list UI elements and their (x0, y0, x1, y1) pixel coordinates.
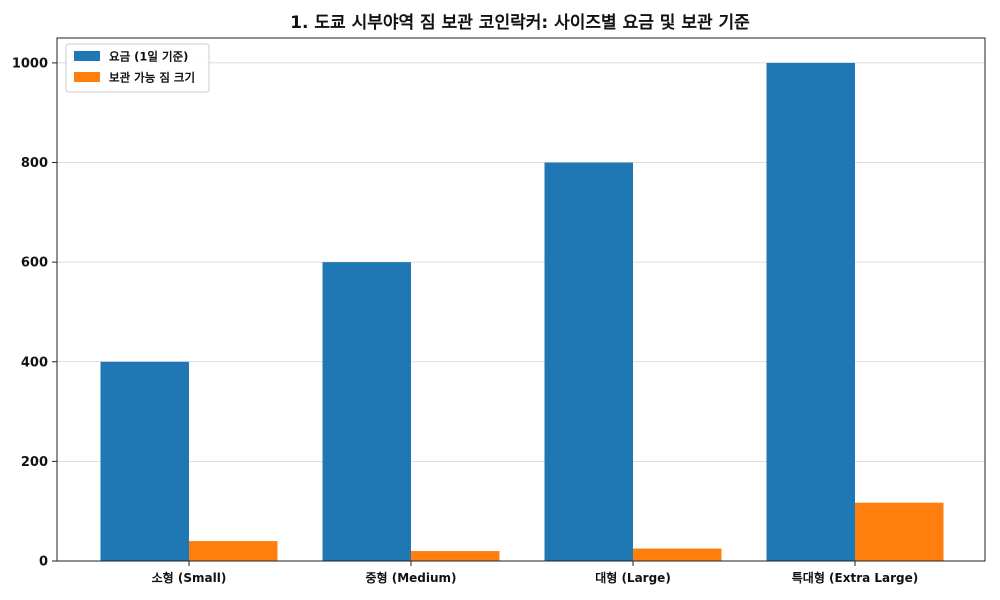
bar-size-3 (855, 502, 944, 561)
legend: 요금 (1일 기준) 보관 가능 짐 크기 (65, 43, 210, 93)
y-tick-label: 400 (21, 355, 48, 370)
x-tick-label: 소형 (Small) (152, 570, 227, 585)
y-axis: 0 200 400 600 800 1000 (12, 56, 57, 570)
legend-box (65, 43, 210, 93)
plot-frame (56, 37, 986, 562)
y-tick-label: 200 (21, 455, 48, 470)
x-tick-label: 특대형 (Extra Large) (792, 570, 919, 585)
y-tick-label: 0 (39, 555, 48, 570)
y-tick-label: 800 (21, 156, 48, 171)
x-axis: 소형 (Small) 중형 (Medium) 대형 (Large) 특대형 (Extr… (152, 561, 919, 585)
bar-fee-0 (100, 361, 189, 561)
x-tick-label: 중형 (Medium) (365, 570, 456, 585)
bar-size-2 (633, 548, 722, 561)
bars (100, 62, 944, 562)
y-tick-label: 600 (21, 256, 48, 271)
legend-swatch (74, 51, 100, 61)
legend-label: 요금 (1일 기준) (109, 50, 188, 64)
legend-swatch (74, 72, 100, 82)
chart-title: 1. 도쿄 시부야역 짐 보관 코인락커: 사이즈별 요금 및 보관 기준 (290, 13, 750, 33)
bar-size-1 (411, 551, 500, 561)
bar-fee-3 (766, 62, 855, 562)
legend-label: 보관 가능 짐 크기 (109, 71, 195, 85)
x-tick-label: 대형 (Large) (595, 570, 671, 585)
y-tick-label: 1000 (12, 56, 48, 71)
bar-size-0 (189, 541, 278, 561)
bar-fee-2 (544, 162, 633, 561)
bar-fee-1 (322, 262, 411, 561)
